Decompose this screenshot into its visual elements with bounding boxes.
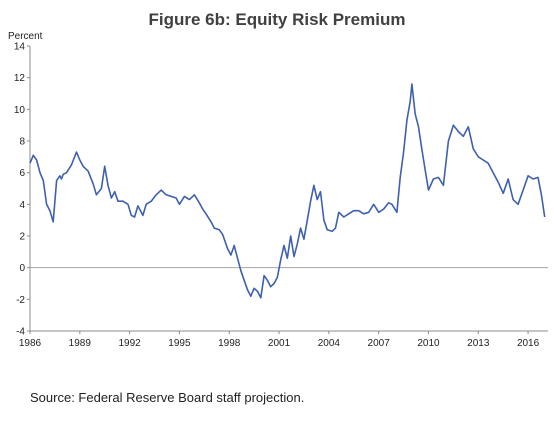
y-tick-label: 10 [14,105,26,116]
series-line [29,83,546,299]
x-tick-label: 2007 [368,338,391,349]
x-tick-label: 1986 [19,338,42,349]
y-tick-label: 6 [19,168,25,179]
y-tick-label: 8 [19,137,25,148]
x-tick-label: 1989 [69,338,92,349]
x-tick-label: 2010 [417,338,440,349]
y-tick-label: 2 [19,232,25,243]
x-tick-label: 2016 [517,338,540,349]
y-tick-label: 14 [14,42,26,53]
chart-title: Figure 6b: Equity Risk Premium [148,10,406,29]
axes [29,46,548,332]
x-tick-label: 1992 [118,338,141,349]
x-tick-labels: 1986 1989 1992 1995 1998 2001 2004 2007 2010 2013… [19,331,540,349]
x-tick-label: 2004 [318,338,341,349]
y-tick-label: 4 [19,200,25,211]
y-tick-label: -4 [16,327,25,338]
x-tick-label: 1995 [168,338,191,349]
series-layer [29,83,546,299]
y-tick-label: 0 [19,263,25,274]
source-note: Source: Federal Reserve Board staff proj… [30,390,305,405]
y-axis-label: Percent [8,31,43,42]
x-tick-label: 2001 [268,338,291,349]
y-tick-label: 12 [14,73,26,84]
x-tick-label: 2013 [467,338,490,349]
y-tick-labels: -4 -2 0 2 4 6 8 10 12 14 [14,42,30,338]
y-tick-label: -2 [16,295,25,306]
x-tick-label: 1998 [218,338,241,349]
